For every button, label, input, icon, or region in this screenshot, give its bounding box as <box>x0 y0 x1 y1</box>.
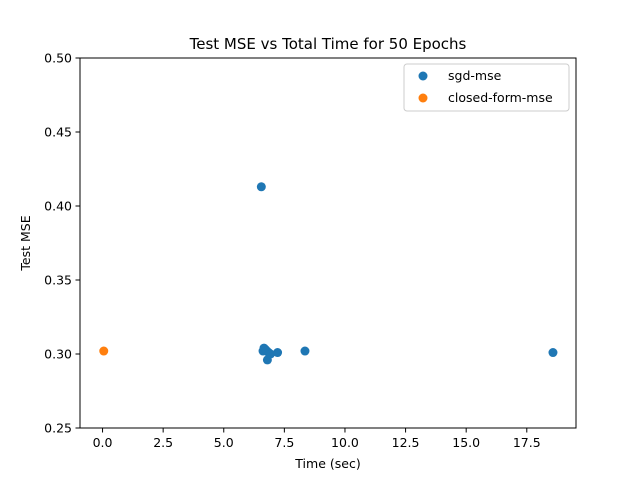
legend-marker-closed-form-mse <box>418 93 428 103</box>
legend: sgd-mse closed-form-mse <box>403 63 570 112</box>
y-tick-label: 0.50 <box>44 51 72 66</box>
data-point-sgd-mse <box>273 348 283 358</box>
legend-label-closed-form-mse: closed-form-mse <box>448 90 553 105</box>
data-point-sgd-mse <box>266 349 276 359</box>
y-axis-ticks: 0.25 0.30 0.35 0.40 0.45 0.50 <box>44 51 80 436</box>
y-tick-label: 0.45 <box>44 125 72 140</box>
chart-title: Test MSE vs Total Time for 50 Epochs <box>189 35 467 53</box>
x-tick-label: 7.5 <box>274 435 294 450</box>
plot-frame <box>79 57 577 429</box>
y-tick-label: 0.40 <box>44 199 72 214</box>
x-tick-label: 10.0 <box>331 435 359 450</box>
x-tick-label: 17.5 <box>513 435 541 450</box>
x-axis-label: Time (sec) <box>294 456 360 471</box>
points-layer <box>99 182 558 365</box>
data-point-sgd-mse <box>548 348 558 358</box>
data-point-closed-form-mse <box>99 346 109 356</box>
x-tick-label: 0.0 <box>93 435 113 450</box>
data-point-sgd-mse <box>256 182 266 192</box>
y-tick-label: 0.25 <box>44 421 72 436</box>
y-tick-label: 0.30 <box>44 347 72 362</box>
x-tick-label: 15.0 <box>452 435 480 450</box>
x-tick-label: 5.0 <box>214 435 234 450</box>
y-tick-label: 0.35 <box>44 273 72 288</box>
x-tick-label: 2.5 <box>153 435 173 450</box>
legend-box <box>403 63 570 112</box>
legend-marker-sgd-mse <box>418 71 428 81</box>
x-axis-ticks: 0.0 2.5 5.0 7.5 10.0 12.5 15.0 17.5 <box>93 428 541 450</box>
y-axis-label: Test MSE <box>18 215 33 271</box>
x-tick-label: 12.5 <box>392 435 420 450</box>
data-point-sgd-mse <box>300 346 310 356</box>
legend-label-sgd-mse: sgd-mse <box>448 68 502 83</box>
